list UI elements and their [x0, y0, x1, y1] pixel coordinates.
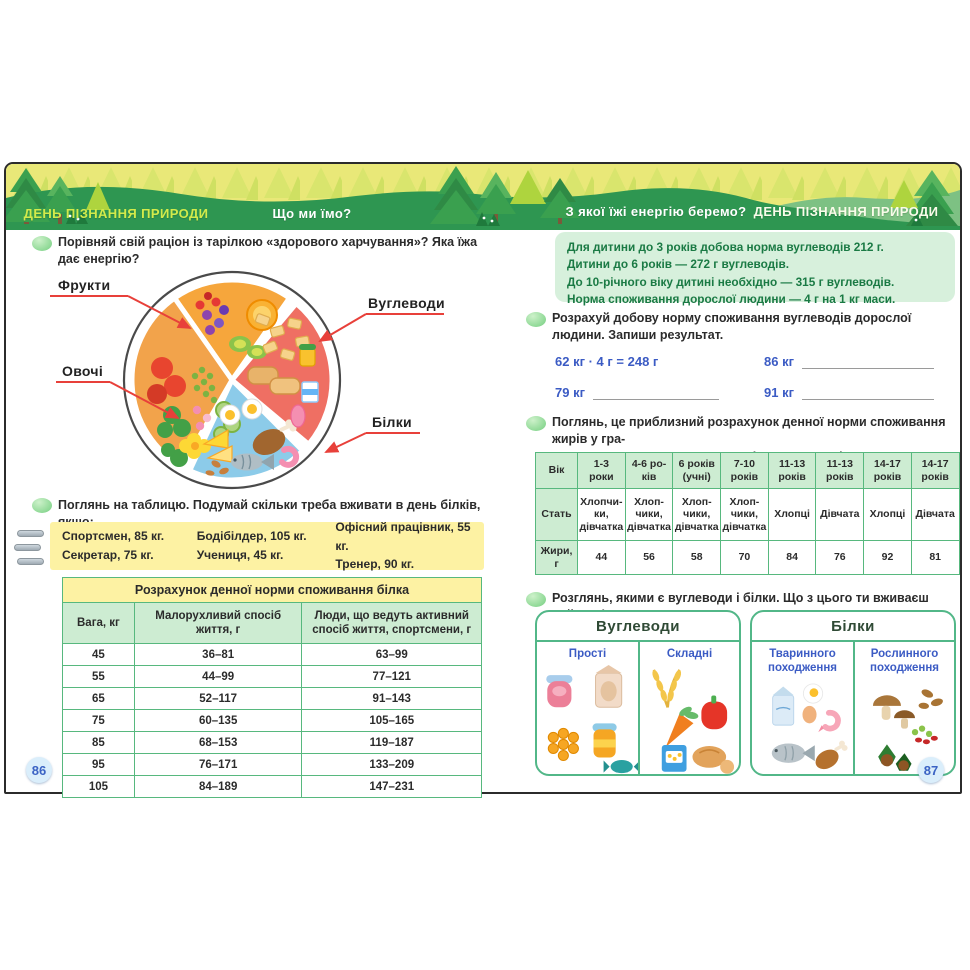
table-row: 65 52–117 91–143 — [62, 687, 482, 710]
carbs-box-title: Вуглеводи — [537, 612, 739, 642]
fir-tree-icon — [540, 178, 580, 224]
lime-tree-icon — [510, 170, 546, 204]
plant-proteins-label: Рослинного походження — [870, 648, 939, 675]
column-header: Люди, що ведуть активний спосіб життя, с… — [301, 602, 482, 644]
info-line: До 10-річного віку дитині необхідно — 31… — [567, 274, 895, 289]
task-bullet-icon — [32, 236, 52, 251]
plate-label-fruits: Фрукти — [58, 277, 111, 293]
person-entry: Учениця, 45 кг. — [196, 548, 284, 562]
task-bullet-icon — [526, 592, 546, 607]
plant-proteins-column: Рослинного походження — [853, 642, 954, 774]
simple-carbs-foods-icon — [546, 665, 638, 774]
answer-blank-line[interactable] — [802, 354, 934, 369]
calc-label: 79 кг — [555, 385, 585, 400]
binder-clip-icon — [14, 544, 41, 551]
lime-tree-icon — [86, 182, 110, 210]
proteins-foods-icon — [202, 398, 306, 476]
plate-label-vegetables: Овочі — [62, 363, 104, 379]
simple-carbs-column: Прості — [537, 642, 638, 774]
people-note: Спортсмен, 85 кг. Секретар, 75 кг. Бодіб… — [50, 520, 484, 571]
plate-diagram — [50, 270, 444, 490]
proteins-box-title: Білки — [752, 612, 954, 642]
protein-table-title: Розрахунок денної норми споживання білка — [62, 577, 482, 603]
task-carbs-text: Розрахуй добову норму споживання вуглево… — [552, 311, 912, 343]
carbs-foods-icon — [247, 313, 319, 403]
calc-label: 86 кг — [764, 354, 794, 369]
plate-label-carbs: Вуглеводи — [368, 295, 445, 311]
animal-proteins-column: Тваринного походження — [752, 642, 853, 774]
column-header: Вага, кг — [62, 602, 135, 644]
fats-norm-table: Вік 1-3 роки 4-6 ро- ків 6 років (учні) … — [535, 452, 960, 575]
table-row: 95 76–171 133–209 — [62, 753, 482, 776]
table-row: 85 68–153 119–187 — [62, 731, 482, 754]
label-pointer-lines — [50, 295, 444, 453]
protein-norm-table: Розрахунок денної норми споживання білка… — [62, 577, 482, 798]
table-row-age: Вік 1-3 роки 4-6 ро- ків 6 років (учні) … — [535, 452, 960, 489]
binder-clip-icon — [17, 558, 44, 565]
fir-tree-icon — [6, 168, 50, 224]
task-fats-line1: Поглянь, це приблизний розрахунок денної… — [552, 415, 946, 447]
simple-carbs-label: Прості — [568, 648, 607, 660]
task-bullet-icon — [526, 416, 546, 431]
table-row-fats: Жири, г 44 56 58 70 84 76 92 81 — [535, 540, 960, 575]
banner-title-left: ДЕНЬ ПІЗНАННЯ ПРИРОДИ — [23, 206, 209, 221]
table-row: 55 44–99 77–121 — [62, 665, 482, 688]
binder-clip-icon — [17, 530, 44, 537]
answer-blank-line[interactable] — [802, 385, 934, 400]
calc-blank-79: 79 кг — [555, 385, 719, 400]
task-plate-text: Порівняй свій раціон із тарілкою «здоров… — [58, 235, 478, 267]
table-row: 105 84–189 147–231 — [62, 775, 482, 798]
person-entry: Бодібілдер, 105 кг. — [196, 529, 307, 544]
people-note-col2: Бодібілдер, 105 кг. Учениця, 45 кг. — [197, 527, 336, 564]
people-note-col1: Спортсмен, 85 кг. Секретар, 75 кг. — [62, 527, 197, 564]
animal-proteins-label: Тваринного походження — [768, 648, 837, 675]
people-note-col3: Офісний працівник, 55 кг. Тренер, 90 кг. — [335, 518, 484, 574]
page-number-badge: 86 — [26, 757, 52, 783]
banner-topic-right: З якої їжі енергію беремо? — [565, 204, 747, 219]
plant-proteins-foods-icon — [872, 689, 943, 771]
flower-dots-icon — [68, 214, 918, 223]
animal-proteins-foods-icon — [771, 683, 848, 769]
book-spread: ДЕНЬ ПІЗНАННЯ ПРИРОДИ Що ми їмо? З якої … — [4, 162, 962, 798]
calc-blank-91: 91 кг — [764, 385, 934, 400]
calc-blank-86: 86 кг — [764, 354, 934, 369]
person-entry: Спортсмен, 85 кг. — [62, 529, 165, 544]
task-bullet-icon — [526, 312, 546, 327]
complex-carbs-label: Складні — [666, 648, 713, 660]
page-number-badge: 87 — [918, 757, 944, 783]
info-line: Для дитини до 3 років добова норма вугле… — [567, 240, 884, 254]
grass-icon — [66, 210, 923, 226]
person-entry: Тренер, 90 кг. — [335, 557, 415, 572]
calc-example: 62 кг · 4 г = 248 г — [555, 354, 658, 369]
fir-tree-icon — [43, 176, 77, 224]
proteins-category-box: Білки Тваринного походження — [750, 610, 956, 776]
forest-banner: ДЕНЬ ПІЗНАННЯ ПРИРОДИ Що ми їмо? З якої … — [6, 164, 960, 230]
complex-carbs-foods-icon — [652, 669, 735, 774]
table-row-sex: Стать Хлопчи- ки, дівчатка Хлоп- чики, д… — [535, 488, 960, 541]
complex-carbs-column: Складні — [638, 642, 739, 774]
info-line: Дитини до 6 років — 272 г вуглеводів. — [567, 257, 789, 272]
forest-banner-art — [6, 164, 960, 230]
info-line: Норма споживання дорослої людини — 4 г н… — [567, 292, 896, 307]
table-row: 45 36–81 63–99 — [62, 643, 482, 666]
lime-tree-icon — [890, 180, 918, 208]
fir-tree-icon — [430, 166, 482, 224]
person-entry: Секретар, 75 кг. — [62, 548, 154, 562]
task-bullet-icon — [32, 498, 52, 513]
carbs-category-box: Вуглеводи Прості — [535, 610, 741, 776]
column-header: Малорухливий спосіб життя, г — [133, 602, 303, 644]
carb-norms-info-box: Для дитини до 3 років добова норма вугле… — [555, 232, 955, 306]
plate-label-proteins: Білки — [372, 414, 412, 430]
answer-blank-line[interactable] — [593, 385, 719, 400]
calc-label: 91 кг — [764, 385, 794, 400]
table-row: 75 60–135 105–165 — [62, 709, 482, 732]
banner-title-right: ДЕНЬ ПІЗНАННЯ ПРИРОДИ — [753, 204, 939, 219]
banner-topic-left: Що ми їмо? — [272, 206, 352, 221]
calc-example-text: 62 кг · 4 г = 248 г — [555, 354, 659, 369]
healthy-plate-figure: Фрукти Вуглеводи Овочі Білки — [32, 268, 452, 505]
person-entry: Офісний працівник, 55 кг. — [335, 520, 471, 553]
